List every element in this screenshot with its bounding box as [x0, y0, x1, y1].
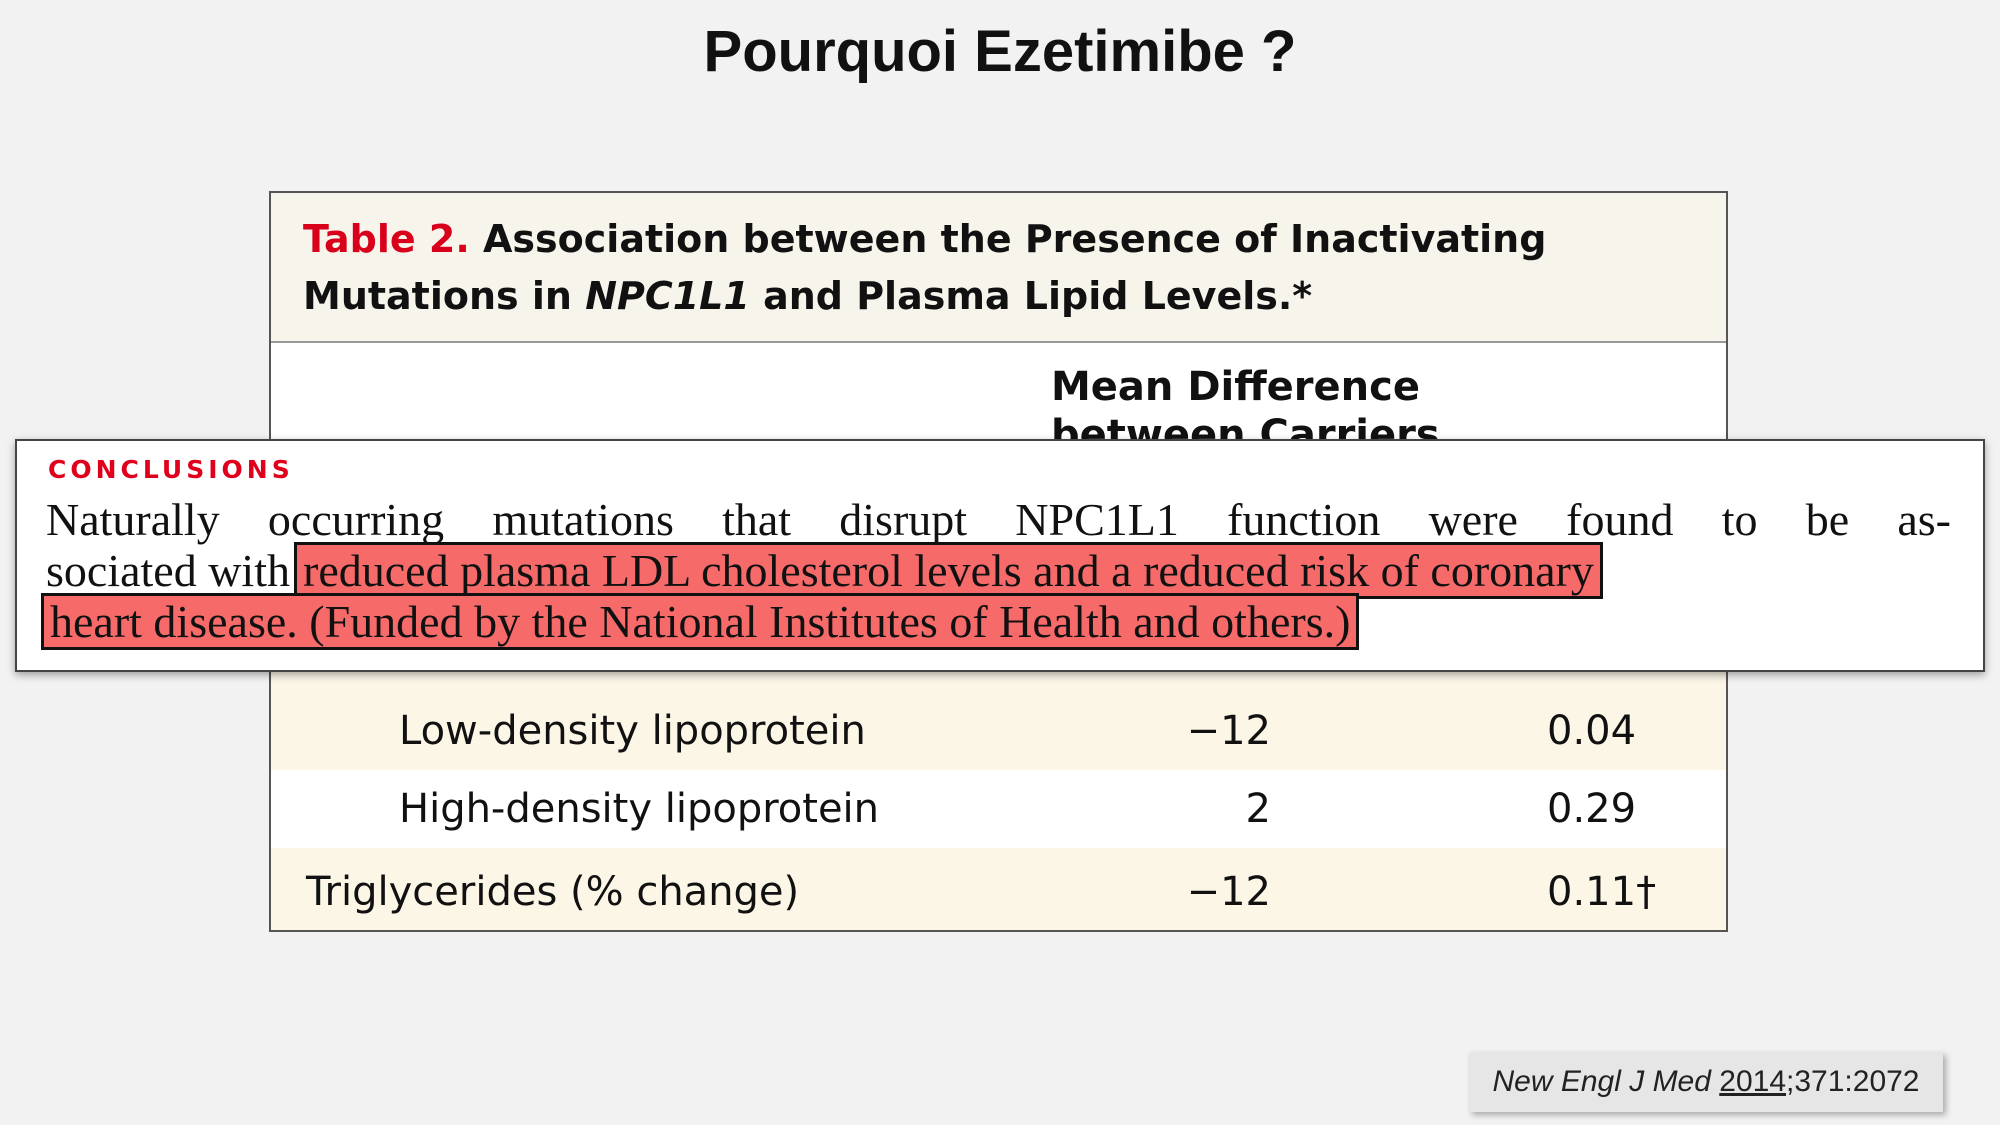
- highlight: heart disease. (Funded by the National I…: [41, 593, 1360, 650]
- row-label: Low-density lipoprotein: [399, 707, 866, 754]
- caption-gene: NPC1L1: [585, 274, 750, 318]
- row-p-value: 0.11†: [1547, 869, 1657, 915]
- conclusions-line: heart disease. (Funded by the National I…: [41, 593, 1946, 650]
- citation: New Engl J Med 2014;371:2072: [1469, 1052, 1943, 1112]
- row-p-value: 0.29: [1547, 786, 1637, 832]
- row-label: High-density lipoprotein: [399, 786, 880, 832]
- table-row: Triglycerides (% change) −12 0.11†: [271, 848, 1726, 930]
- row-p-value: 0.04: [1547, 707, 1637, 754]
- slide-title: Pourquoi Ezetimibe ?: [703, 19, 1297, 84]
- caption-text: and Plasma Lipid Levels.*: [763, 274, 1313, 318]
- caption-label: Table 2.: [303, 217, 470, 261]
- row-value: 2: [1245, 786, 1271, 832]
- row-value: −12: [1186, 707, 1271, 754]
- conclusions-box: CONCLUSIONS Naturally occurring mutation…: [15, 439, 1985, 672]
- caption-text: Association between the Presence of Inac…: [483, 217, 1547, 261]
- citation-journal: New Engl J Med: [1492, 1065, 1711, 1098]
- conclusions-line: sociated with reduced plasma LDL choleste…: [46, 542, 1951, 599]
- citation-rest: ;371:2072: [1786, 1065, 1920, 1098]
- conclusions-text: Naturally occurring mutations that disru…: [46, 494, 1951, 545]
- conclusions-heading: CONCLUSIONS: [48, 455, 294, 484]
- table-row: Low-density lipoprotein −12 0.04: [271, 691, 1726, 770]
- table-row: High-density lipoprotein 2 0.29: [271, 770, 1726, 848]
- row-label: Triglycerides (% change): [306, 869, 800, 915]
- row-value: −12: [1186, 869, 1271, 915]
- citation-year: 2014: [1719, 1065, 1787, 1098]
- caption-text: Mutations in: [303, 274, 572, 318]
- table-caption: Table 2. Association between the Presenc…: [271, 193, 1726, 343]
- conclusions-text: sociated with: [46, 545, 290, 596]
- highlight: reduced plasma LDL cholesterol levels an…: [294, 542, 1603, 599]
